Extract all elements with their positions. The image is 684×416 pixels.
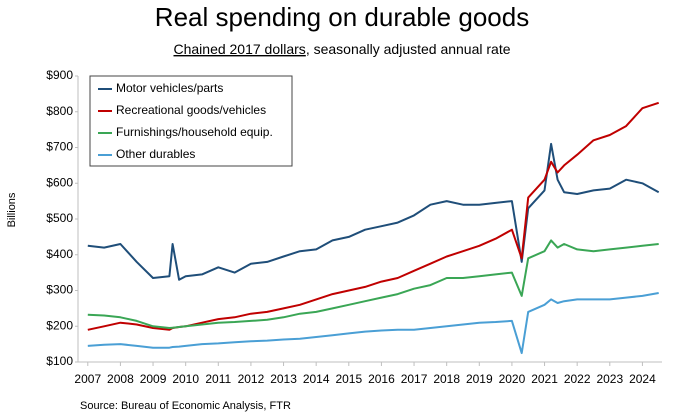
series-line: [87, 239, 659, 329]
x-tick-label: 2016: [368, 372, 395, 386]
subtitle-part: , seasonally adjusted annual rate: [306, 41, 511, 57]
y-tick-label: $400: [46, 247, 73, 261]
x-tick-label: 2022: [564, 372, 591, 386]
x-tick-label: 2008: [107, 372, 134, 386]
y-tick-label: $600: [46, 175, 73, 189]
legend: Motor vehicles/parts Recreational goods/v…: [89, 75, 293, 167]
x-tick-label: 2020: [499, 372, 526, 386]
subtitle-part: Chained 2017 dollars: [173, 41, 305, 57]
series-line: [87, 142, 660, 281]
legend-box: [89, 75, 293, 167]
x-tick-label: 2019: [466, 372, 493, 386]
legend-label: Other durables: [116, 147, 195, 161]
x-tick-label: 2021: [531, 372, 558, 386]
y-axis-label: Billions: [6, 192, 18, 227]
y-tick-label: $300: [46, 283, 73, 297]
x-tick-label: 2014: [303, 372, 330, 386]
y-tick-label: $200: [46, 318, 73, 332]
x-tick-label: 2015: [335, 372, 362, 386]
x-tick-label: 2013: [270, 372, 297, 386]
y-tick-label: $900: [46, 68, 73, 82]
legend-label: Furnishings/household equip.: [116, 125, 273, 139]
y-tick-label: $100: [46, 354, 73, 368]
x-tick-label: 2012: [238, 372, 265, 386]
x-tick-label: 2011: [205, 372, 231, 386]
x-tick-label: 2024: [629, 372, 656, 386]
x-tick-label: 2010: [172, 372, 199, 386]
x-tick-label: 2017: [401, 372, 428, 386]
chart-title: Real spending on durable goods: [155, 2, 529, 32]
x-tick-label: 2009: [140, 372, 167, 386]
y-tick-label: $500: [46, 211, 73, 225]
legend-label: Motor vehicles/parts: [116, 81, 223, 95]
x-tick-label: 2018: [433, 372, 460, 386]
x-tick-label: 2023: [596, 372, 623, 386]
x-tick-label: 2007: [74, 372, 101, 386]
legend-label: Recreational goods/vehicles: [116, 103, 266, 117]
y-tick-label: $800: [46, 104, 73, 118]
series-line: [87, 292, 659, 355]
source-note: Source: Bureau of Economic Analysis, FTR: [80, 400, 291, 412]
y-tick-label: $700: [46, 140, 73, 154]
chart-subtitle: Chained 2017 dollars, seasonally adjuste…: [173, 41, 510, 57]
